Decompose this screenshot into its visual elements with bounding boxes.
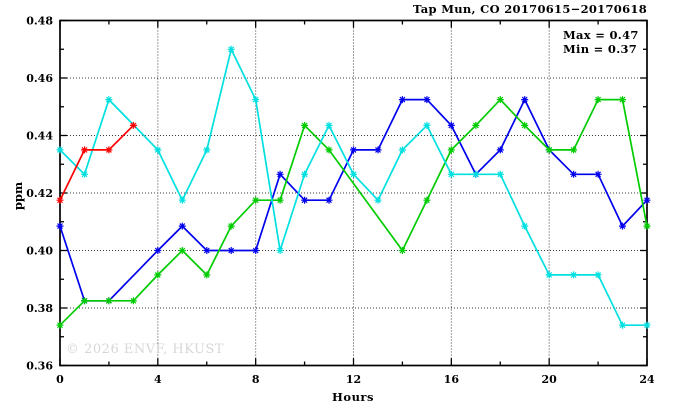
tick-labels: 0.36 0.38 0.40 0.42 0.44 0.46 0.48 0 4 8 12 16 20 24	[26, 15, 655, 387]
series-cyan-markers	[56, 45, 651, 329]
x-tick-label: 4	[154, 373, 162, 386]
x-tick-label: 20	[542, 373, 558, 386]
x-tick-label: 8	[252, 373, 260, 386]
x-tick-label: 0	[56, 373, 64, 386]
grid-lines	[61, 21, 646, 365]
min-annotation: Min = 0.37	[563, 42, 638, 56]
series-red	[56, 121, 137, 204]
plot-border	[59, 19, 648, 367]
chart-title: Tap Mun, CO 20170615−20170618	[413, 2, 647, 16]
series-cyan	[56, 45, 651, 329]
max-annotation: Max = 0.47	[563, 28, 639, 42]
y-tick-label: 0.46	[26, 72, 53, 85]
y-axis-label: ppm	[11, 181, 25, 211]
series-red-line	[59, 124, 135, 201]
y-tick-label: 0.38	[26, 302, 53, 315]
y-tick-label: 0.48	[26, 15, 53, 28]
x-tick-label: 24	[639, 373, 655, 386]
series-red-markers	[56, 121, 137, 204]
series-green	[56, 96, 651, 329]
watermark: © 2026 ENVF, HKUST	[66, 342, 224, 357]
series-green-markers	[56, 96, 651, 329]
x-tick-label: 16	[444, 373, 460, 386]
series-blue-line	[59, 97, 648, 302]
y-tick-label: 0.44	[26, 130, 53, 143]
y-tick-label: 0.36	[26, 360, 53, 373]
x-axis-label: Hours	[332, 390, 374, 404]
x-tick-label: 12	[346, 373, 361, 386]
series-cyan-line	[59, 46, 647, 327]
minmax-annotation: Max = 0.47 Min = 0.37	[563, 28, 639, 56]
y-tick-label: 0.40	[26, 245, 53, 258]
y-tick-label: 0.42	[26, 187, 53, 200]
